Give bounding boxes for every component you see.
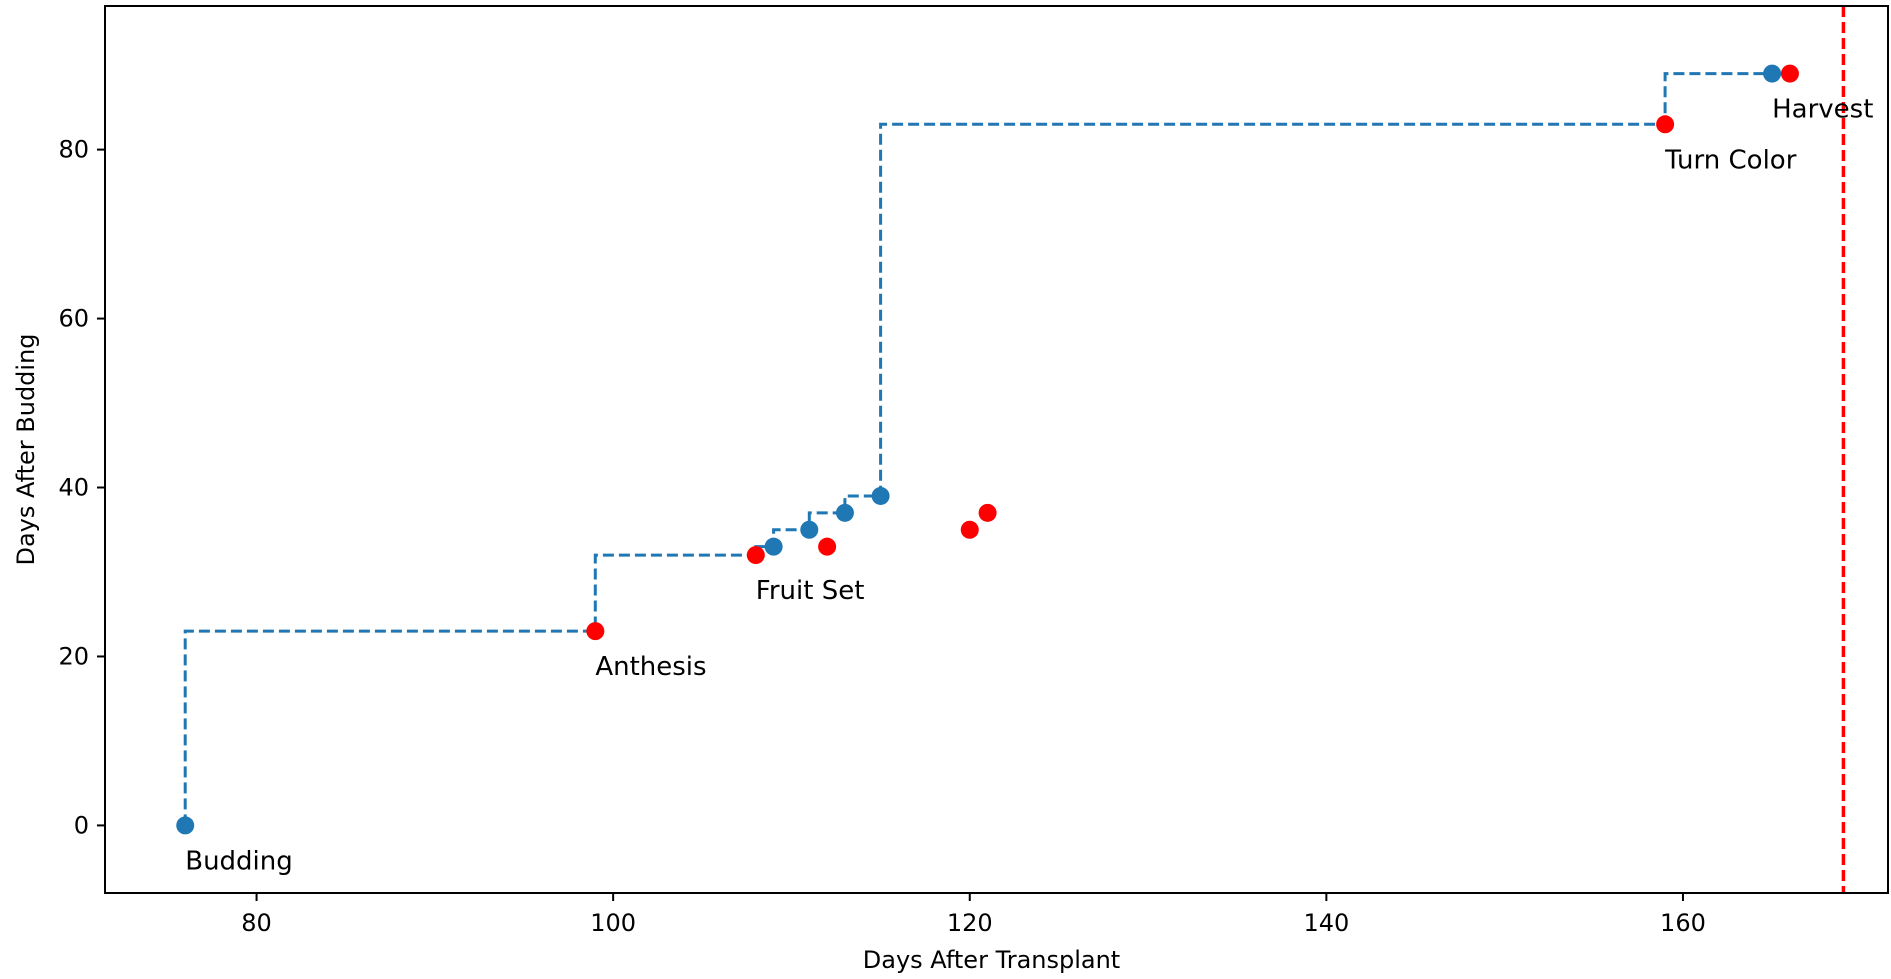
- series-0-point: [800, 520, 819, 539]
- y-tick-label: 20: [58, 642, 89, 670]
- stage-label-0: Budding: [185, 846, 293, 876]
- series-0-point: [764, 537, 783, 556]
- x-axis: 80 100 120 140 160: [241, 893, 1706, 937]
- series-1-point: [1780, 64, 1799, 83]
- series-1-point: [818, 537, 837, 556]
- x-tick-label: 100: [590, 909, 636, 937]
- y-tick-label: 80: [58, 136, 89, 164]
- series-0-point: [1763, 64, 1782, 83]
- y-axis: 0 20 40 60 80: [58, 136, 105, 839]
- plot-frame: [104, 5, 1889, 894]
- x-tick-label: 120: [947, 909, 993, 937]
- x-tick-label: 160: [1660, 909, 1706, 937]
- x-tick-label: 140: [1303, 909, 1349, 937]
- series-1-point: [586, 622, 605, 641]
- stage-label-3: Turn Color: [1664, 145, 1797, 175]
- stage-step-line: [183, 72, 1773, 826]
- x-axis-label: Days After Transplant: [863, 946, 1120, 974]
- y-tick-label: 60: [58, 305, 89, 333]
- x-tick-label: 80: [241, 909, 272, 937]
- series-0-point: [176, 816, 195, 835]
- stage-label-1: Anthesis: [595, 652, 706, 682]
- y-axis-label: Days After Budding: [12, 333, 40, 565]
- y-tick-label: 40: [58, 474, 89, 502]
- y-tick-label: 0: [74, 811, 89, 839]
- stage-label-2: Fruit Set: [756, 576, 865, 606]
- series-0-point: [835, 503, 854, 522]
- series-1-point: [960, 520, 979, 539]
- series-1-point: [746, 546, 765, 565]
- series-1-point: [1656, 115, 1675, 134]
- stage-label-4: Harvest: [1772, 95, 1873, 125]
- series-0-point: [871, 486, 890, 505]
- plot-area: [176, 6, 1846, 893]
- series-1-point: [978, 503, 997, 522]
